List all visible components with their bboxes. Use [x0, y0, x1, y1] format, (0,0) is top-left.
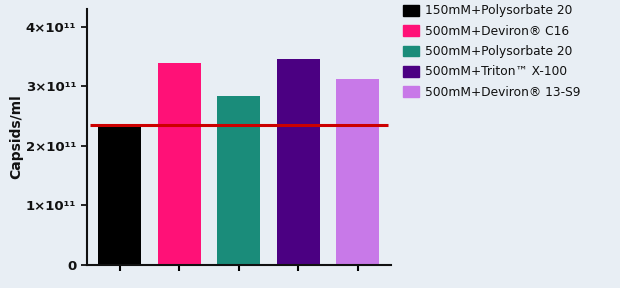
Y-axis label: Capsids/ml: Capsids/ml — [9, 94, 23, 179]
Bar — [98, 125, 141, 265]
Bar — [277, 59, 320, 265]
Bar — [157, 63, 201, 265]
Legend: 150mM+Polysorbate 20, 500mM+Deviron® C16, 500mM+Polysorbate 20, 500mM+Triton™ X-: 150mM+Polysorbate 20, 500mM+Deviron® C16… — [403, 5, 580, 99]
Bar — [217, 96, 260, 265]
Bar — [337, 79, 379, 265]
